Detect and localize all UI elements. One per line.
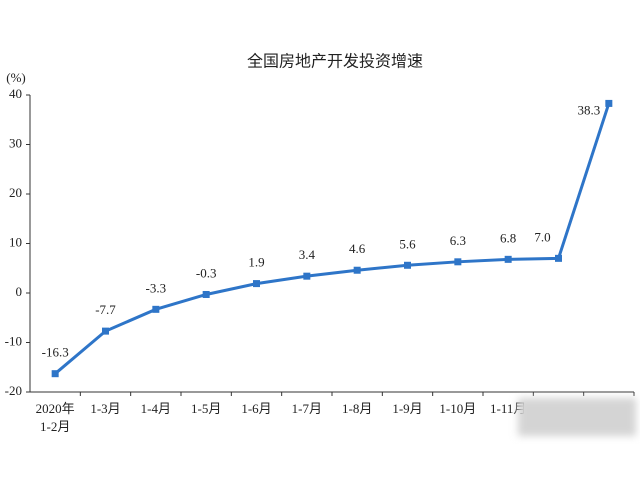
x-tick-label: 1-4月 xyxy=(141,401,171,416)
x-tick-label: 1-5月 xyxy=(191,401,221,416)
value-label: 6.8 xyxy=(500,230,516,245)
point xyxy=(353,266,361,274)
y-tick-label: -20 xyxy=(5,383,22,398)
point xyxy=(303,272,311,280)
x-tick-label: 2020年 1-2月 xyxy=(36,401,75,434)
point xyxy=(202,290,210,298)
line xyxy=(54,102,611,375)
value-label: 3.4 xyxy=(299,247,316,262)
x-tick-label: 1-3月 xyxy=(90,401,120,416)
point xyxy=(102,327,109,335)
value-label: -0.3 xyxy=(196,265,217,280)
value-label: -7.7 xyxy=(95,302,116,317)
point xyxy=(51,370,59,378)
point xyxy=(605,99,613,107)
blurred-region xyxy=(518,398,636,436)
point xyxy=(404,261,411,269)
y-tick-label: 0 xyxy=(16,284,23,299)
point xyxy=(253,280,260,288)
y-tick-label: 20 xyxy=(9,185,22,200)
point xyxy=(555,254,562,262)
x-tick-label: 1-8月 xyxy=(342,401,372,416)
value-label: 6.3 xyxy=(450,233,466,248)
y-tick-label: -10 xyxy=(5,333,22,348)
y-tick-label: 10 xyxy=(9,234,22,249)
value-label: -16.3 xyxy=(42,345,69,360)
value-label: 5.6 xyxy=(399,236,416,251)
x-tick-label: 1-11月 xyxy=(490,401,526,416)
point xyxy=(152,305,160,313)
x-tick-label: 1-7月 xyxy=(292,401,322,416)
value-label: 4.6 xyxy=(349,241,366,256)
x-tick-label: 1-6月 xyxy=(241,401,271,416)
chart-title: 全国房地产开发投资增速 xyxy=(247,52,423,71)
y-unit: (%) xyxy=(6,70,26,85)
x-tick-label: 1-9月 xyxy=(392,401,422,416)
value-label: 38.3 xyxy=(577,102,600,117)
value-label: 1.9 xyxy=(248,255,264,270)
y-tick-label: 30 xyxy=(9,135,22,150)
value-label: -3.3 xyxy=(146,280,167,295)
x-tick-label: 1-10月 xyxy=(439,401,476,416)
point xyxy=(504,255,512,263)
point xyxy=(454,258,462,266)
value-label: 7.0 xyxy=(534,229,550,244)
y-tick-label: 40 xyxy=(9,86,22,101)
